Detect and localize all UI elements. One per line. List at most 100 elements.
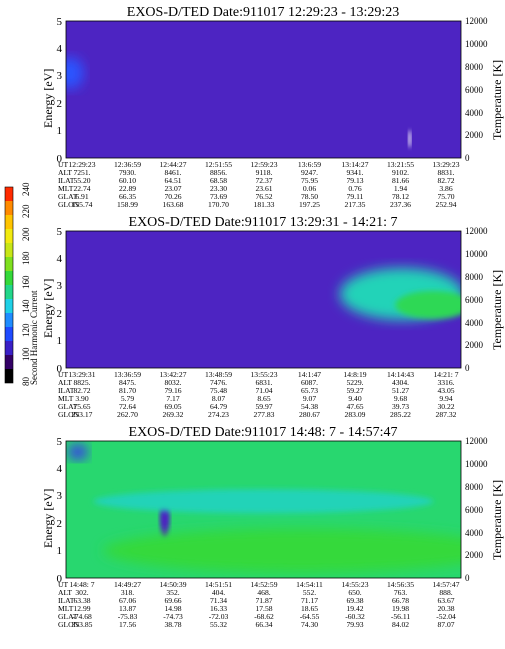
panel-0-cell-3-1: 22.89 xyxy=(119,184,136,193)
colorbar-label: Second Harmonic Current xyxy=(29,290,39,385)
panel-2-cell-1-5: 552. xyxy=(303,588,316,597)
panel-2-y2tick-2: 4000 xyxy=(465,528,484,538)
panel-0-cell-2-4: 72.37 xyxy=(255,176,272,185)
panel-2-cell-2-5: 71.17 xyxy=(301,596,318,605)
panel-2-y2tick-1: 2000 xyxy=(465,550,484,560)
panel-0-cell-1-2: 8461. xyxy=(164,168,181,177)
panel-2-cell-3-6: 19.42 xyxy=(346,604,363,613)
panel-2-cell-2-8: 63.67 xyxy=(437,596,454,605)
panel-2-cell-0-1: 14:49:27 xyxy=(114,580,141,589)
panel-0-cell-0-8: 13:29:23 xyxy=(432,160,459,169)
panel-0-cell-5-8: 252.94 xyxy=(436,200,457,209)
panel-0-cell-3-0: 22.74 xyxy=(73,184,90,193)
panel-2-cell-4-3: -72.03 xyxy=(209,612,229,621)
panel-1-cell-0-7: 14:14:43 xyxy=(387,370,414,379)
panel-2-cell-0-6: 14:55:23 xyxy=(341,580,368,589)
panel-1-rowlabel-4: GLAT xyxy=(58,402,78,411)
panel-0-title: EXOS-D/TED Date:911017 12:29:23 - 13:29:… xyxy=(127,5,399,20)
panel-0-patches xyxy=(66,57,412,148)
panel-2-cell-5-5: 74.30 xyxy=(301,620,318,629)
panel-0-y2tick-3: 6000 xyxy=(465,85,484,95)
panel-1-ticks-right: 0 2000 4000 6000 8000 10000 12000 xyxy=(465,226,488,373)
panel-1-cell-3-5: 9.07 xyxy=(303,394,316,403)
panel-0-y2tick-4: 8000 xyxy=(465,62,484,72)
panel-1-ytick-3: 3 xyxy=(57,280,63,292)
panel-0-cell-5-0: 155.74 xyxy=(72,200,93,209)
panel-2-cell-1-3: 404. xyxy=(212,588,225,597)
panel-1-y2tick-6: 12000 xyxy=(465,226,488,236)
panel-1-table: UT ALT ILAT MLT GLAT GLON 13:29:318825.8… xyxy=(58,370,459,419)
panel-1-cell-2-7: 51.27 xyxy=(392,386,409,395)
panel-2-cell-0-4: 14:52:59 xyxy=(250,580,277,589)
panel-0-rowlabel-5: GLON xyxy=(58,200,80,209)
panel-1-cell-5-8: 287.32 xyxy=(436,410,457,419)
panel-0-cell-3-7: 1.94 xyxy=(394,184,407,193)
panel-1-ytick-5: 5 xyxy=(57,226,63,238)
colorbar-tick-4: 160 xyxy=(21,275,31,289)
panel-0-y2tick-1: 2000 xyxy=(465,130,484,140)
panel-0-cell-1-5: 9247. xyxy=(301,168,318,177)
panel-2-cell-5-6: 79.93 xyxy=(346,620,363,629)
panel-1-cell-5-1: 262.70 xyxy=(117,410,138,419)
colorbar-tick-0: 80 xyxy=(21,377,31,387)
panel-2-ytick-5: 5 xyxy=(57,436,63,448)
panel-1-frame xyxy=(65,230,462,369)
panel-2-cell-4-2: -74.73 xyxy=(163,612,183,621)
panel-1-rowlabel-3: MLT xyxy=(58,394,74,403)
panel-2-ytick-4: 4 xyxy=(57,463,63,475)
panel-1-cell-1-8: 3316. xyxy=(437,378,454,387)
panel-1-cell-3-4: 8.65 xyxy=(257,394,270,403)
panel-2-table: UT ALT ILAT MLT GLAT GLON 14:48: 7302.63… xyxy=(58,580,460,629)
panel-1-rowlabel-1: ALT xyxy=(58,378,72,387)
panel-1-cell-0-0: 13:29:31 xyxy=(68,370,95,379)
panel-2-cell-0-2: 14:50:39 xyxy=(159,580,186,589)
panel-2-cell-2-7: 66.78 xyxy=(392,596,409,605)
panel-1-cell-0-4: 13:55:23 xyxy=(250,370,277,379)
panel-1-cell-5-5: 280.67 xyxy=(299,410,320,419)
panel-0-cell-0-4: 12:59:23 xyxy=(250,160,277,169)
panel-0-cell-4-6: 79.11 xyxy=(347,192,364,201)
panel-2-y2tick-0: 0 xyxy=(465,573,470,583)
panel-1-y2tick-4: 8000 xyxy=(465,272,484,282)
colorbar-tick-1: 100 xyxy=(21,347,31,361)
panel-0-cell-0-2: 12:44:27 xyxy=(159,160,186,169)
panel-0-cell-2-3: 68.58 xyxy=(210,176,227,185)
panel-1-cell-3-1: 5.79 xyxy=(121,394,134,403)
panel-1-cell-4-4: 59.97 xyxy=(255,402,272,411)
panel-2-cell-4-7: -56.11 xyxy=(391,612,411,621)
colorbar-seg-11 xyxy=(5,215,13,229)
panel-0-y2tick-2: 4000 xyxy=(465,108,484,118)
panel-2-cell-3-1: 13.87 xyxy=(119,604,136,613)
panel-0-ticks-right: 0 2000 4000 6000 8000 10000 12000 xyxy=(465,16,488,163)
panel-1-ytick-2: 2 xyxy=(57,308,63,320)
panel-1-cell-3-3: 8.07 xyxy=(212,394,225,403)
panel-1-cell-3-2: 7.17 xyxy=(166,394,179,403)
panel-1-cell-3-7: 9.68 xyxy=(394,394,407,403)
panel-1-ytick-4: 4 xyxy=(57,253,63,265)
panel-0-cell-4-2: 70.26 xyxy=(164,192,181,201)
panel-2-cell-0-7: 14:56:35 xyxy=(387,580,414,589)
panel-1-ytick-0: 0 xyxy=(57,363,63,375)
panel-1-cell-2-4: 71.04 xyxy=(255,386,272,395)
colorbar-seg-3 xyxy=(5,327,13,341)
colorbar-seg-6 xyxy=(5,285,13,299)
panel-2-ytick-1: 1 xyxy=(57,545,63,557)
panel-2-y2tick-4: 8000 xyxy=(465,482,484,492)
panel-0-cell-4-5: 78.50 xyxy=(301,192,318,201)
panel-0-cell-1-6: 9341. xyxy=(346,168,363,177)
panel-2-cell-4-1: -75.83 xyxy=(118,612,138,621)
panel-2-patches xyxy=(67,443,461,573)
panel-0-cell-2-6: 79.13 xyxy=(346,176,363,185)
colorbar-seg-8 xyxy=(5,257,13,271)
panel-0-cell-0-5: 13:6:59 xyxy=(298,160,321,169)
panel-1-ticks-left: 0 1 2 3 4 5 xyxy=(57,226,63,375)
panel-2-ytick-2: 2 xyxy=(57,518,63,530)
panel-2-cell-1-0: 302. xyxy=(75,588,88,597)
panel-1-cell-5-0: 253.17 xyxy=(72,410,93,419)
panel-2-cell-5-3: 55.32 xyxy=(210,620,227,629)
panel-1-cell-3-8: 9.94 xyxy=(439,394,452,403)
panel-2-ytick-0: 0 xyxy=(57,573,63,585)
panel-2-cell-4-6: -60.32 xyxy=(345,612,365,621)
panel-0: EXOS-D/TED Date:911017 12:29:23 - 13:29:… xyxy=(41,5,504,209)
panel-1-cell-4-7: 39.73 xyxy=(392,402,409,411)
